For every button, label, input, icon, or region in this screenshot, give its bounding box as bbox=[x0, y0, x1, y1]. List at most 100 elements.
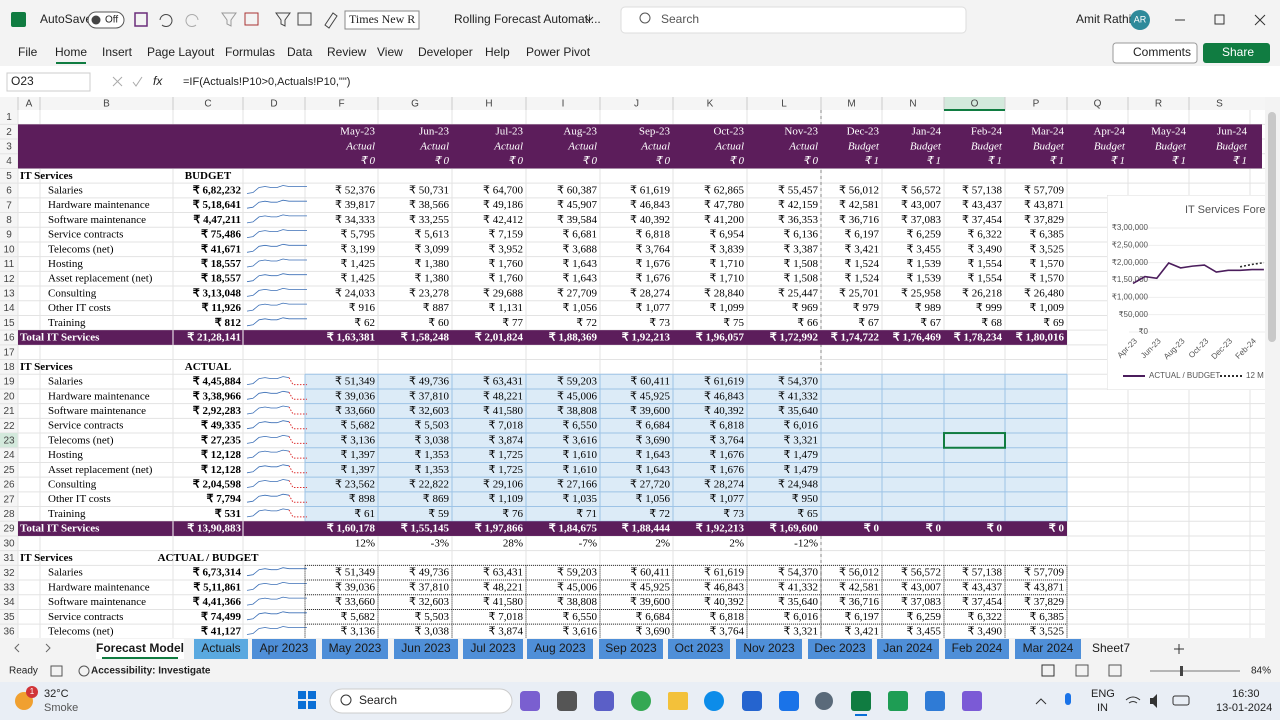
filter-clear-icon[interactable] bbox=[221, 12, 237, 27]
total-value: ₹ 1,88,369 bbox=[549, 332, 598, 344]
sheet-tab[interactable] bbox=[96, 639, 184, 659]
month-header: Oct-23 bbox=[713, 126, 744, 138]
sheet-tab[interactable] bbox=[599, 639, 663, 659]
app-icon[interactable] bbox=[815, 692, 833, 710]
add-sheet[interactable] bbox=[1174, 644, 1184, 654]
tab-scroll[interactable] bbox=[14, 643, 51, 653]
menu-item[interactable]: Insert bbox=[102, 45, 133, 59]
sheet-tab[interactable] bbox=[945, 639, 1009, 659]
sparkline bbox=[246, 214, 307, 224]
avatar[interactable] bbox=[1130, 10, 1150, 30]
sheet-tab[interactable] bbox=[194, 639, 248, 659]
sheet-tab[interactable] bbox=[322, 639, 388, 659]
sheet-tab[interactable] bbox=[877, 639, 939, 659]
comments-button[interactable] bbox=[1112, 42, 1198, 64]
cell-value: ₹ 49,186 bbox=[483, 199, 523, 211]
sheet-tab[interactable] bbox=[808, 639, 872, 659]
app-icon[interactable] bbox=[520, 691, 540, 711]
app-icon[interactable] bbox=[851, 691, 871, 711]
sheet-tab[interactable] bbox=[463, 639, 523, 659]
cell-value: ₹ 27,709 bbox=[557, 287, 597, 299]
cell-value: ₹ 64,700 bbox=[483, 185, 523, 197]
zoom-thumb[interactable] bbox=[1180, 666, 1183, 676]
app-icon[interactable] bbox=[557, 691, 577, 711]
line-item: Salaries bbox=[48, 376, 83, 388]
borders-icon[interactable] bbox=[244, 12, 259, 26]
flag-header: ₹ 1 bbox=[1049, 155, 1064, 167]
app-icon[interactable] bbox=[962, 691, 982, 711]
page-layout-view[interactable] bbox=[1075, 664, 1089, 677]
tray-overflow[interactable] bbox=[1035, 698, 1047, 705]
name-box[interactable] bbox=[6, 72, 91, 92]
restore[interactable] bbox=[1214, 14, 1225, 25]
app-icon[interactable] bbox=[925, 691, 945, 711]
menu-item[interactable]: Home bbox=[55, 45, 87, 59]
start-button[interactable] bbox=[298, 691, 316, 709]
menu-item[interactable]: File bbox=[18, 45, 38, 59]
app-icon[interactable] bbox=[779, 691, 799, 711]
sheet-tab[interactable] bbox=[394, 639, 458, 659]
selected-cell[interactable] bbox=[943, 432, 1006, 449]
sheet-tab[interactable] bbox=[252, 639, 316, 659]
menu-item[interactable]: Review bbox=[327, 45, 367, 59]
total-value: ₹ 1,92,213 bbox=[622, 332, 671, 344]
accessibility-status[interactable]: Accessibility: Investigate bbox=[91, 666, 211, 677]
redo-icon[interactable] bbox=[185, 14, 199, 27]
row-number: 33 bbox=[3, 583, 15, 594]
cell-value: ₹ 1,570 bbox=[1030, 273, 1065, 285]
sheet-tab[interactable] bbox=[527, 639, 593, 659]
menu-item[interactable]: Developer bbox=[418, 45, 473, 59]
sparkline bbox=[246, 434, 290, 444]
enter-icon[interactable] bbox=[132, 76, 143, 87]
fx-label[interactable]: fx bbox=[153, 74, 163, 88]
page-break-view[interactable] bbox=[1108, 664, 1122, 677]
row-total: ₹ 18,557 bbox=[201, 258, 241, 270]
wifi-icon[interactable] bbox=[1125, 696, 1141, 704]
cell-value: ₹ 1,056 bbox=[636, 493, 671, 505]
cell-value: ₹ 57,709 bbox=[1024, 185, 1064, 197]
file-name[interactable]: Rolling Forecast Automati... bbox=[454, 12, 601, 26]
scroll-thumb[interactable] bbox=[1268, 112, 1276, 342]
save-icon[interactable] bbox=[134, 12, 148, 27]
battery-icon[interactable] bbox=[1172, 695, 1190, 706]
app-icon[interactable] bbox=[668, 692, 688, 710]
menu-item[interactable]: Help bbox=[485, 45, 510, 59]
menu-item[interactable]: Data bbox=[287, 45, 313, 59]
sheet-tab[interactable] bbox=[736, 639, 802, 659]
macro-icon[interactable] bbox=[50, 665, 63, 677]
zoom-level[interactable]: 84% bbox=[1251, 666, 1271, 677]
app-icon[interactable] bbox=[704, 691, 724, 711]
search-box[interactable] bbox=[620, 6, 967, 34]
line-item: Software maintenance bbox=[48, 214, 146, 226]
taskbar-search[interactable] bbox=[329, 688, 513, 714]
cell-value: ₹ 3,616 bbox=[563, 434, 598, 446]
embedded-chart[interactable]: IT Services Fore ₹0 ₹50,000 ₹1,00,000 ₹1,50… bbox=[1107, 195, 1272, 390]
menu-item[interactable]: Power Pivot bbox=[526, 45, 591, 59]
app-icon[interactable] bbox=[888, 691, 908, 711]
sheet-tab[interactable] bbox=[668, 639, 730, 659]
menu-item[interactable]: Formulas bbox=[225, 45, 275, 59]
volume-icon[interactable] bbox=[1150, 694, 1157, 708]
share-button[interactable] bbox=[1203, 43, 1270, 63]
sheet-tab[interactable] bbox=[1015, 639, 1081, 659]
app-icon[interactable] bbox=[631, 691, 651, 711]
app-icon[interactable] bbox=[594, 691, 614, 711]
tag-icon[interactable] bbox=[324, 12, 338, 29]
menu-item[interactable]: Page Layout bbox=[147, 45, 215, 59]
filter-icon[interactable] bbox=[275, 12, 291, 27]
close[interactable] bbox=[1254, 14, 1266, 26]
clock-time[interactable]: 16:30 bbox=[1232, 688, 1260, 700]
cancel-icon[interactable] bbox=[112, 76, 123, 87]
table-icon[interactable] bbox=[297, 12, 312, 26]
cell-value: ₹ 60,411 bbox=[630, 567, 670, 579]
language[interactable]: ENG bbox=[1091, 688, 1115, 700]
cell-value: ₹ 3,764 bbox=[710, 434, 745, 446]
row-total: ₹ 11,926 bbox=[202, 302, 242, 314]
undo-icon[interactable] bbox=[159, 14, 173, 27]
mic-icon[interactable] bbox=[1065, 693, 1071, 705]
font-box[interactable] bbox=[344, 10, 420, 30]
app-icon[interactable] bbox=[742, 691, 762, 711]
normal-view[interactable] bbox=[1041, 664, 1055, 677]
file-dropdown[interactable] bbox=[584, 16, 594, 22]
menu-item[interactable]: View bbox=[377, 45, 403, 59]
